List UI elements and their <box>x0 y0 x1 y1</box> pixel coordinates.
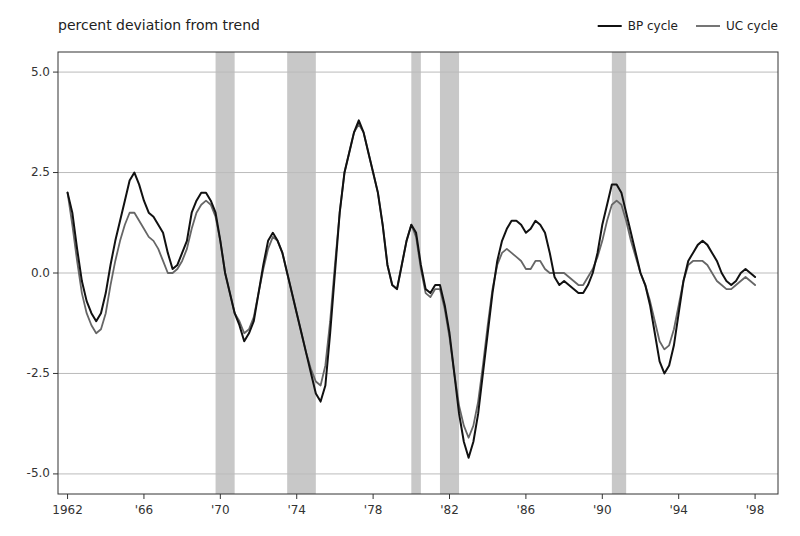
y-tick-label: 2.5 <box>31 165 50 179</box>
plot-background <box>58 52 778 494</box>
x-tick-label: '90 <box>593 503 612 517</box>
grid-line <box>58 72 778 73</box>
chart: -5.0 -2.5 0.0 2.5 5.0 1962 '66 '70 '74 '78 '82 '86 '… <box>0 0 800 536</box>
x-tick-label: '94 <box>669 503 688 517</box>
x-tick <box>143 494 144 499</box>
legend-swatch <box>598 25 622 27</box>
x-tick <box>525 494 526 499</box>
x-tick-label: '70 <box>211 503 230 517</box>
plot-frame <box>58 52 778 494</box>
chart-title: percent deviation from trend <box>58 17 260 33</box>
grid-line <box>58 172 778 173</box>
grid-line <box>58 273 778 274</box>
x-tick <box>449 494 450 499</box>
x-tick <box>296 494 297 499</box>
x-tick-label: '74 <box>287 503 306 517</box>
x-tick <box>67 494 68 499</box>
x-tick <box>373 494 374 499</box>
x-tick-label: '98 <box>746 503 765 517</box>
y-tick-label: -5.0 <box>27 466 50 480</box>
legend-swatch <box>696 25 720 27</box>
x-tick-label: '66 <box>135 503 154 517</box>
series-line <box>68 124 756 437</box>
grid-line <box>58 373 778 374</box>
y-tick <box>53 172 58 173</box>
y-tick <box>53 273 58 274</box>
x-tick-label: '78 <box>364 503 383 517</box>
legend: BP cycle UC cycle <box>598 19 778 33</box>
page: {"chart_data": { "type": "line", "title"… <box>0 0 800 536</box>
x-tick <box>220 494 221 499</box>
x-tick <box>678 494 679 499</box>
x-tick <box>602 494 603 499</box>
series-line <box>68 120 756 458</box>
y-tick <box>53 473 58 474</box>
y-tick-label: -2.5 <box>27 366 50 380</box>
legend-label: UC cycle <box>726 19 778 33</box>
legend-label: BP cycle <box>628 19 678 33</box>
grid-line <box>58 473 778 474</box>
x-axis: 1962 '66 '70 '74 '78 '82 '86 '90 '94 '98 <box>52 494 764 517</box>
lines <box>68 120 756 458</box>
y-grid <box>58 72 778 474</box>
x-tick <box>755 494 756 499</box>
y-tick-label: 5.0 <box>31 65 50 79</box>
x-tick-label: '82 <box>440 503 459 517</box>
x-tick-label: 1962 <box>52 503 83 517</box>
y-tick <box>53 373 58 374</box>
y-tick-label: 0.0 <box>31 266 50 280</box>
y-tick <box>53 72 58 73</box>
x-tick-label: '86 <box>517 503 536 517</box>
y-axis: -5.0 -2.5 0.0 2.5 5.0 <box>27 65 58 481</box>
